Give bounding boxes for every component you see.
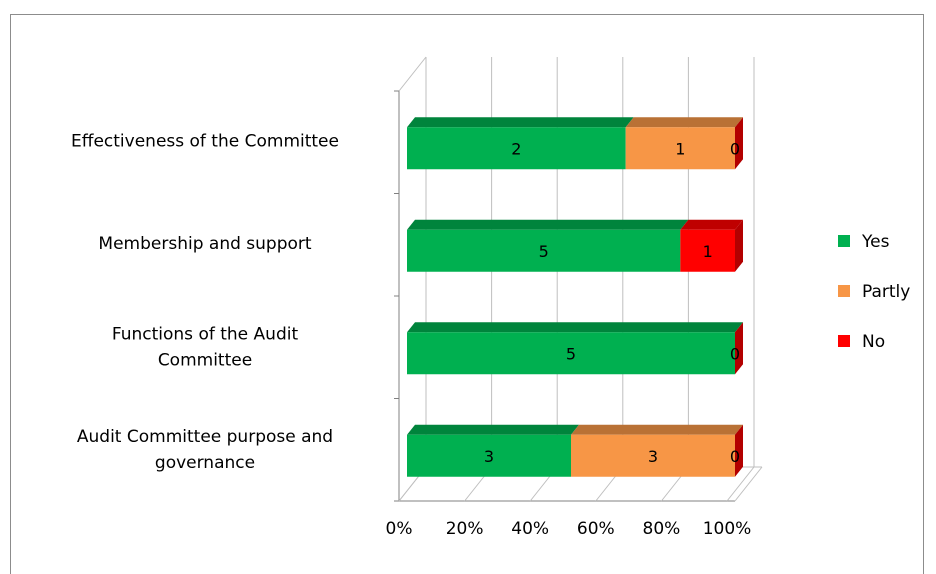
x-tick-label: 80% [643, 519, 681, 539]
legend-swatch-no [838, 335, 850, 347]
x-tick-labels: 0% 20% 40% 60% 80% 100% [386, 519, 752, 539]
data-label: 5 [566, 344, 576, 363]
data-label: 0 [730, 344, 740, 363]
bar-end-face [735, 117, 743, 170]
legend[interactable]: Yes Partly No [838, 232, 910, 352]
bar-top-yes [407, 117, 634, 128]
bar-top-yes [407, 322, 743, 333]
legend-label-partly[interactable]: Partly [862, 282, 910, 302]
bar-partly [571, 434, 735, 477]
data-label: 0 [730, 139, 740, 158]
legend-swatch-yes [838, 235, 850, 247]
data-label: 2 [511, 139, 521, 158]
bar-no [680, 229, 735, 272]
bar-end-face [735, 219, 743, 272]
data-label: 3 [484, 447, 494, 466]
x-tick-label: 0% [386, 519, 413, 539]
data-labels: 3 3 0 5 0 5 1 2 1 0 [484, 139, 740, 466]
legend-label-no[interactable]: No [862, 332, 885, 352]
bar-top-partly [571, 424, 743, 435]
bar-end-face [735, 424, 743, 477]
bar-yes [407, 229, 681, 272]
x-tick-label: 60% [577, 519, 615, 539]
data-label: 3 [648, 447, 658, 466]
data-label: 1 [675, 139, 685, 158]
x-tick-label: 100% [703, 519, 752, 539]
bar-top-no [680, 219, 743, 230]
bar-yes [407, 127, 626, 170]
data-label: 0 [730, 447, 740, 466]
bar-top-yes [407, 219, 689, 230]
x-tick-label: 20% [446, 519, 484, 539]
category-label: Membership and support [98, 234, 311, 254]
bar-end-face [735, 322, 743, 375]
category-label: Functions of the Audit Committee [112, 324, 299, 370]
legend-label-yes[interactable]: Yes [861, 232, 890, 252]
category-label: Effectiveness of the Committee [71, 131, 339, 151]
stacked-bar-chart: 3 3 0 5 0 5 1 2 1 0 Audit Committee purpose and go… [71, 56, 910, 539]
category-label: Audit Committee purpose and governance [77, 427, 333, 473]
chart-frame [10, 14, 924, 574]
category-labels: Audit Committee purpose and governance Fun… [71, 131, 339, 473]
bar-top-yes [407, 424, 579, 435]
bar-partly [625, 127, 735, 170]
data-label: 5 [539, 242, 549, 261]
bar-top-partly [625, 117, 743, 128]
gridline [726, 57, 755, 502]
data-label: 1 [703, 242, 713, 261]
bars [407, 117, 743, 477]
bar-yes [407, 332, 735, 375]
legend-swatch-partly [838, 285, 850, 297]
x-tick-label: 40% [511, 519, 549, 539]
bar-yes [407, 434, 571, 477]
